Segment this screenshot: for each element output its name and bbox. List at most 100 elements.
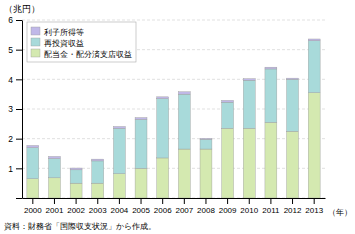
bar [287, 79, 299, 131]
tick: 6 [8, 15, 22, 25]
tick-label: 2011 [262, 206, 280, 215]
legend-swatch [31, 49, 40, 57]
bar [200, 138, 212, 140]
grid-line [22, 168, 325, 169]
bar [92, 183, 104, 198]
tick-label: 2000 [24, 206, 42, 215]
tick: 2001 [46, 198, 64, 215]
bar [27, 179, 39, 198]
tick-label: 2005 [132, 206, 150, 215]
bar [113, 174, 125, 198]
bar [157, 158, 169, 198]
tick-label: 3 [8, 104, 13, 114]
bar [70, 170, 82, 183]
footnote: 資料：財務省「国際収支状況」から作成。 [4, 222, 156, 231]
tick-label: 2002 [67, 206, 85, 215]
bar [265, 67, 277, 69]
bar [27, 145, 39, 147]
bar [135, 168, 147, 198]
y-axis: 1 2 3 4 5 6 [8, 15, 22, 198]
tick: 2002 [67, 198, 85, 215]
tick-mark [292, 198, 293, 204]
tick-mark [314, 198, 315, 204]
tick-mark [162, 198, 163, 204]
legend-label: 再投資収益 [44, 39, 84, 48]
bar [157, 99, 169, 158]
tick-label: 2010 [240, 206, 258, 215]
bar [157, 97, 169, 99]
bar [200, 139, 212, 149]
tick-mark [119, 198, 120, 204]
tick-mark [76, 198, 77, 204]
bar [135, 119, 147, 168]
bar [308, 93, 320, 198]
tick: 2000 [24, 198, 42, 215]
bar [70, 183, 82, 198]
tick-mark [97, 198, 98, 204]
tick-label: 1 [8, 164, 13, 174]
legend-swatch [31, 38, 40, 46]
bar [265, 69, 277, 122]
grid-line [22, 79, 325, 80]
bar [92, 161, 104, 183]
tick: 2009 [219, 198, 237, 215]
tick-mark [16, 79, 22, 80]
bar [308, 41, 320, 93]
bar [49, 156, 61, 158]
bar [178, 149, 190, 198]
bar [265, 122, 277, 198]
bar [70, 168, 82, 170]
bar [113, 128, 125, 173]
bar [222, 128, 234, 198]
tick-mark [16, 139, 22, 140]
legend-label: 利子所得等 [44, 28, 84, 37]
tick-label: 2006 [154, 206, 172, 215]
bar [178, 92, 190, 94]
bar [287, 131, 299, 198]
legend-swatch [31, 27, 40, 35]
bar [49, 178, 61, 198]
tick: 2007 [175, 198, 193, 215]
bar [222, 100, 234, 102]
tick: 5 [8, 45, 22, 55]
axis-line [22, 21, 23, 199]
tick: 1 [8, 164, 22, 174]
tick: 2011 [262, 198, 280, 215]
tick-label: 2012 [284, 206, 302, 215]
bar [49, 159, 61, 178]
tick-mark [205, 198, 206, 204]
bar [308, 39, 320, 41]
x-axis: 2000200120022003200420052006200720082009… [23, 198, 326, 215]
bar [92, 159, 104, 161]
legend-label: 配当金・配分済支店収益 [44, 50, 132, 59]
tick-mark [54, 198, 55, 204]
grid-line [22, 20, 325, 21]
tick: 4 [8, 75, 22, 85]
tick-label: 2003 [89, 206, 107, 215]
tick: 2 [8, 134, 22, 144]
bar [27, 148, 39, 179]
tick: 3 [8, 104, 22, 114]
tick-label: 5 [8, 45, 13, 55]
tick-mark [16, 20, 22, 21]
tick: 2004 [110, 198, 128, 215]
tick: 2003 [89, 198, 107, 215]
bar [135, 118, 147, 120]
tick-mark [16, 198, 22, 199]
grid-line [22, 138, 325, 139]
plot-area [27, 39, 320, 198]
tick-label: 2007 [175, 206, 193, 215]
tick-mark [141, 198, 142, 204]
tick: 2012 [284, 198, 302, 215]
tick-mark [32, 198, 33, 204]
bar [243, 79, 255, 80]
tick-mark [227, 198, 228, 204]
bar [222, 102, 234, 128]
tick-label: 2001 [46, 206, 64, 215]
tick-label: 4 [8, 75, 13, 85]
bar [243, 80, 255, 128]
tick-label: 2013 [305, 206, 323, 215]
tick-mark [16, 109, 22, 110]
legend-frame [27, 22, 136, 62]
y-label: （兆円） [4, 4, 40, 14]
